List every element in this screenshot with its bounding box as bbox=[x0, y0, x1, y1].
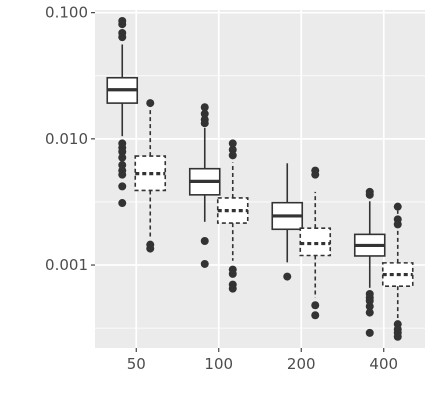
outlier-point bbox=[118, 199, 127, 208]
series-dashed bbox=[134, 99, 414, 341]
outlier-point bbox=[118, 182, 127, 191]
outlier-point bbox=[200, 109, 209, 118]
outlier-point bbox=[365, 328, 374, 337]
outlier-point bbox=[365, 296, 374, 305]
outlier-point bbox=[283, 272, 292, 281]
x-axis: 50 100 200 400 bbox=[127, 348, 398, 373]
box-dashed-400 bbox=[381, 202, 414, 341]
outlier-point bbox=[200, 237, 209, 246]
box-dashed-50 bbox=[134, 99, 167, 253]
series-solid bbox=[106, 16, 386, 337]
y-tick-label: 0.001 bbox=[45, 256, 88, 274]
outlier-point bbox=[118, 170, 127, 179]
box-solid-50 bbox=[106, 16, 139, 208]
box-series bbox=[106, 16, 414, 341]
outlier-point bbox=[118, 20, 127, 29]
outlier-point bbox=[228, 269, 237, 278]
outlier-point bbox=[228, 284, 237, 293]
box-solid-200 bbox=[271, 163, 304, 281]
outlier-point bbox=[393, 332, 402, 341]
outlier-point bbox=[118, 147, 127, 156]
outlier-point bbox=[118, 161, 127, 170]
x-tick-label: 50 bbox=[127, 355, 146, 373]
outlier-point bbox=[118, 33, 127, 42]
outlier-point bbox=[393, 202, 402, 211]
x-tick-label: 400 bbox=[369, 355, 398, 373]
outlier-point bbox=[146, 99, 155, 108]
y-tick-label: 0.010 bbox=[45, 130, 88, 148]
outlier-point bbox=[365, 302, 374, 311]
outlier-point bbox=[146, 244, 155, 253]
box-solid-400 bbox=[353, 187, 386, 337]
outlier-point bbox=[228, 139, 237, 148]
x-tick-label: 200 bbox=[287, 355, 316, 373]
outlier-point bbox=[118, 153, 127, 162]
outlier-point bbox=[200, 103, 209, 112]
outlier-point bbox=[393, 220, 402, 229]
box-body bbox=[299, 227, 332, 257]
outlier-point bbox=[365, 308, 374, 317]
outlier-point bbox=[200, 259, 209, 268]
y-tick-label: 0.100 bbox=[45, 4, 88, 22]
box-solid-100 bbox=[188, 103, 221, 268]
box-dashed-100 bbox=[216, 139, 249, 293]
outlier-point bbox=[311, 301, 320, 310]
outlier-point bbox=[365, 190, 374, 199]
y-axis: 0.100 0.010 0.001 bbox=[45, 4, 95, 274]
outlier-point bbox=[228, 145, 237, 154]
outlier-point bbox=[311, 170, 320, 179]
outlier-point bbox=[200, 119, 209, 128]
outlier-point bbox=[228, 151, 237, 160]
box-dashed-200 bbox=[299, 166, 332, 320]
x-tick-label: 100 bbox=[204, 355, 233, 373]
outlier-point bbox=[311, 311, 320, 320]
